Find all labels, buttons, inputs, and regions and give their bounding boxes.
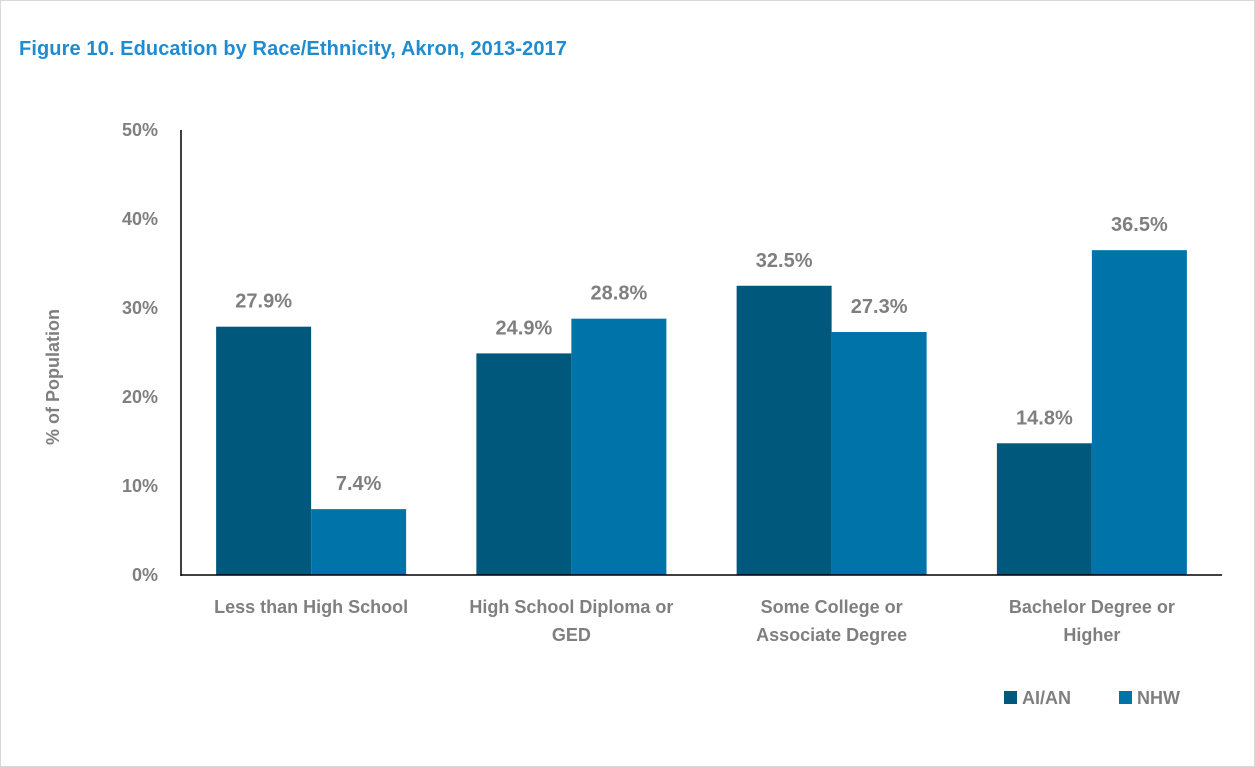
bar-ai-an bbox=[476, 353, 572, 575]
y-axis-ticks: 0% 10% 20% 30% 40% 50% bbox=[122, 120, 158, 585]
data-label: 24.9% bbox=[496, 317, 553, 339]
legend: AI/AN NHW bbox=[1004, 688, 1180, 708]
x-category-label: GED bbox=[552, 625, 591, 645]
data-label: 32.5% bbox=[756, 250, 813, 272]
x-category-label: High School Diploma or bbox=[469, 597, 673, 617]
y-tick-label: 10% bbox=[122, 476, 158, 496]
legend-swatch bbox=[1119, 691, 1132, 704]
legend-swatch bbox=[1004, 691, 1017, 704]
data-label: 28.8% bbox=[591, 283, 648, 305]
bar-ai-an bbox=[216, 326, 312, 575]
legend-label: AI/AN bbox=[1022, 688, 1071, 708]
bars bbox=[216, 250, 1187, 575]
x-category-label: Higher bbox=[1063, 625, 1120, 645]
x-category-label: Some College or bbox=[761, 597, 903, 617]
data-label: 27.3% bbox=[851, 296, 908, 318]
data-label: 7.4% bbox=[336, 473, 382, 495]
y-tick-label: 0% bbox=[132, 565, 158, 585]
y-axis-label: % of Population bbox=[43, 309, 63, 445]
y-tick-label: 40% bbox=[122, 209, 158, 229]
bar-nhw bbox=[1091, 250, 1187, 575]
bar-nhw bbox=[311, 509, 407, 575]
x-axis-categories: Less than High School High School Diploma… bbox=[214, 597, 1175, 645]
y-tick-label: 50% bbox=[122, 120, 158, 140]
bar-ai-an bbox=[736, 285, 832, 575]
x-category-label: Associate Degree bbox=[756, 625, 907, 645]
legend-label: NHW bbox=[1137, 688, 1180, 708]
y-tick-label: 20% bbox=[122, 387, 158, 407]
data-label: 36.5% bbox=[1111, 214, 1168, 236]
x-category-label: Bachelor Degree or bbox=[1009, 597, 1175, 617]
data-label: 27.9% bbox=[235, 291, 292, 313]
y-tick-label: 30% bbox=[122, 298, 158, 318]
x-category-label: Less than High School bbox=[214, 597, 408, 617]
chart-title: Figure 10. Education by Race/Ethnicity, … bbox=[19, 38, 568, 60]
bar-ai-an bbox=[996, 443, 1092, 575]
bar-nhw bbox=[831, 332, 927, 575]
data-labels: 27.9% 24.9% 32.5% 14.8% 7.4% 28.8% 27.3% 36.5% bbox=[235, 214, 1168, 495]
data-label: 14.8% bbox=[1016, 407, 1073, 429]
bar-nhw bbox=[571, 318, 667, 575]
